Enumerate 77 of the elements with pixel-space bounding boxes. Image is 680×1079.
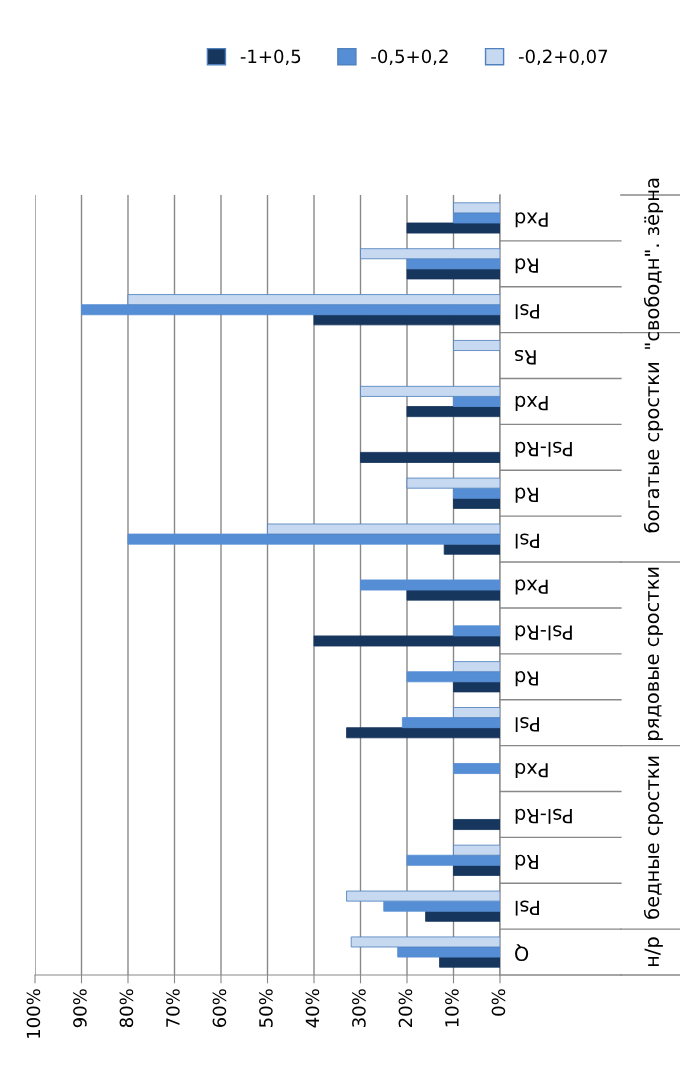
x-tick-label: 40%	[305, 989, 320, 1028]
text: богатые сростки	[643, 363, 664, 533]
x-tick-label: 90%	[73, 989, 87, 1028]
bar	[453, 864, 500, 876]
x-tick-label: 0%	[491, 989, 506, 1016]
bar	[127, 294, 500, 306]
bar	[406, 671, 500, 683]
bar	[346, 890, 500, 902]
bar	[443, 543, 500, 555]
x-tick-label: 70%	[166, 989, 180, 1027]
legend-label: -1+0,5	[240, 49, 301, 65]
bar	[406, 854, 500, 866]
bar	[406, 222, 500, 234]
y-tick-label: Rd	[515, 258, 538, 274]
bar	[453, 340, 500, 351]
legend-label: -0,2+0,07	[518, 49, 608, 65]
x-tick-label: 30%	[352, 989, 366, 1027]
bar	[425, 910, 500, 922]
y-tick-label: Psl-Rd	[515, 808, 572, 824]
bar	[453, 396, 500, 407]
bar	[401, 717, 500, 729]
bar	[453, 844, 500, 856]
y-tick-label: Psl-Rd	[515, 441, 572, 457]
bar	[81, 304, 500, 316]
x-tick-label: 60%	[212, 989, 227, 1028]
bar	[453, 487, 500, 499]
y-tick-label: Rd	[515, 671, 538, 687]
bar	[453, 661, 500, 673]
y-tick-label: Pxd	[515, 579, 548, 595]
bar	[453, 212, 500, 224]
bar	[406, 406, 500, 418]
bar	[346, 727, 500, 739]
bar	[397, 946, 500, 958]
bar	[406, 268, 500, 280]
bar	[453, 625, 500, 637]
y-tick-label: Rd	[515, 487, 538, 503]
x-tick-label: 20%	[398, 989, 413, 1027]
y-tick-label: Psl	[515, 304, 539, 320]
bar	[453, 202, 500, 214]
text: бедные сростки	[643, 756, 664, 919]
bar	[313, 314, 500, 326]
bar	[406, 589, 500, 601]
y-tick-label: Rs	[514, 349, 536, 365]
bar	[350, 936, 500, 948]
text: н/р	[644, 937, 663, 967]
y-tick-label: Q	[515, 944, 529, 962]
y-tick-label: Psl-Rd	[515, 625, 572, 641]
bar	[360, 248, 500, 260]
bar	[439, 956, 500, 968]
y-tick-label: Psl	[515, 717, 539, 733]
bar	[360, 451, 500, 463]
y-tick-label: Pxd	[515, 395, 548, 411]
bar	[453, 763, 500, 774]
y-tick-label: Rd	[515, 854, 538, 870]
bar	[453, 497, 500, 509]
text: рядовые сростки	[647, 567, 663, 740]
bar	[406, 477, 500, 489]
bar	[360, 579, 500, 591]
bar	[453, 819, 500, 830]
bar	[360, 385, 500, 397]
bar	[383, 900, 500, 912]
x-tick-label: 100%	[26, 989, 41, 1038]
bar	[267, 523, 500, 535]
bar	[127, 533, 500, 545]
y-tick-label: Pxd	[515, 212, 548, 228]
bar	[406, 258, 500, 270]
x-tick-label: 80%	[119, 989, 134, 1028]
text: "свободн". зёрна	[643, 178, 664, 349]
x-tick-label: 10%	[445, 989, 459, 1027]
y-tick-label: Pxd	[515, 762, 548, 778]
bar	[313, 635, 500, 647]
bar	[453, 681, 500, 693]
legend-label: -0,5+0,2	[371, 49, 448, 65]
bar	[453, 707, 500, 719]
y-tick-label: Psl	[515, 900, 539, 916]
x-tick-label: 50%	[259, 989, 273, 1027]
y-tick-label: Psl	[515, 533, 539, 549]
